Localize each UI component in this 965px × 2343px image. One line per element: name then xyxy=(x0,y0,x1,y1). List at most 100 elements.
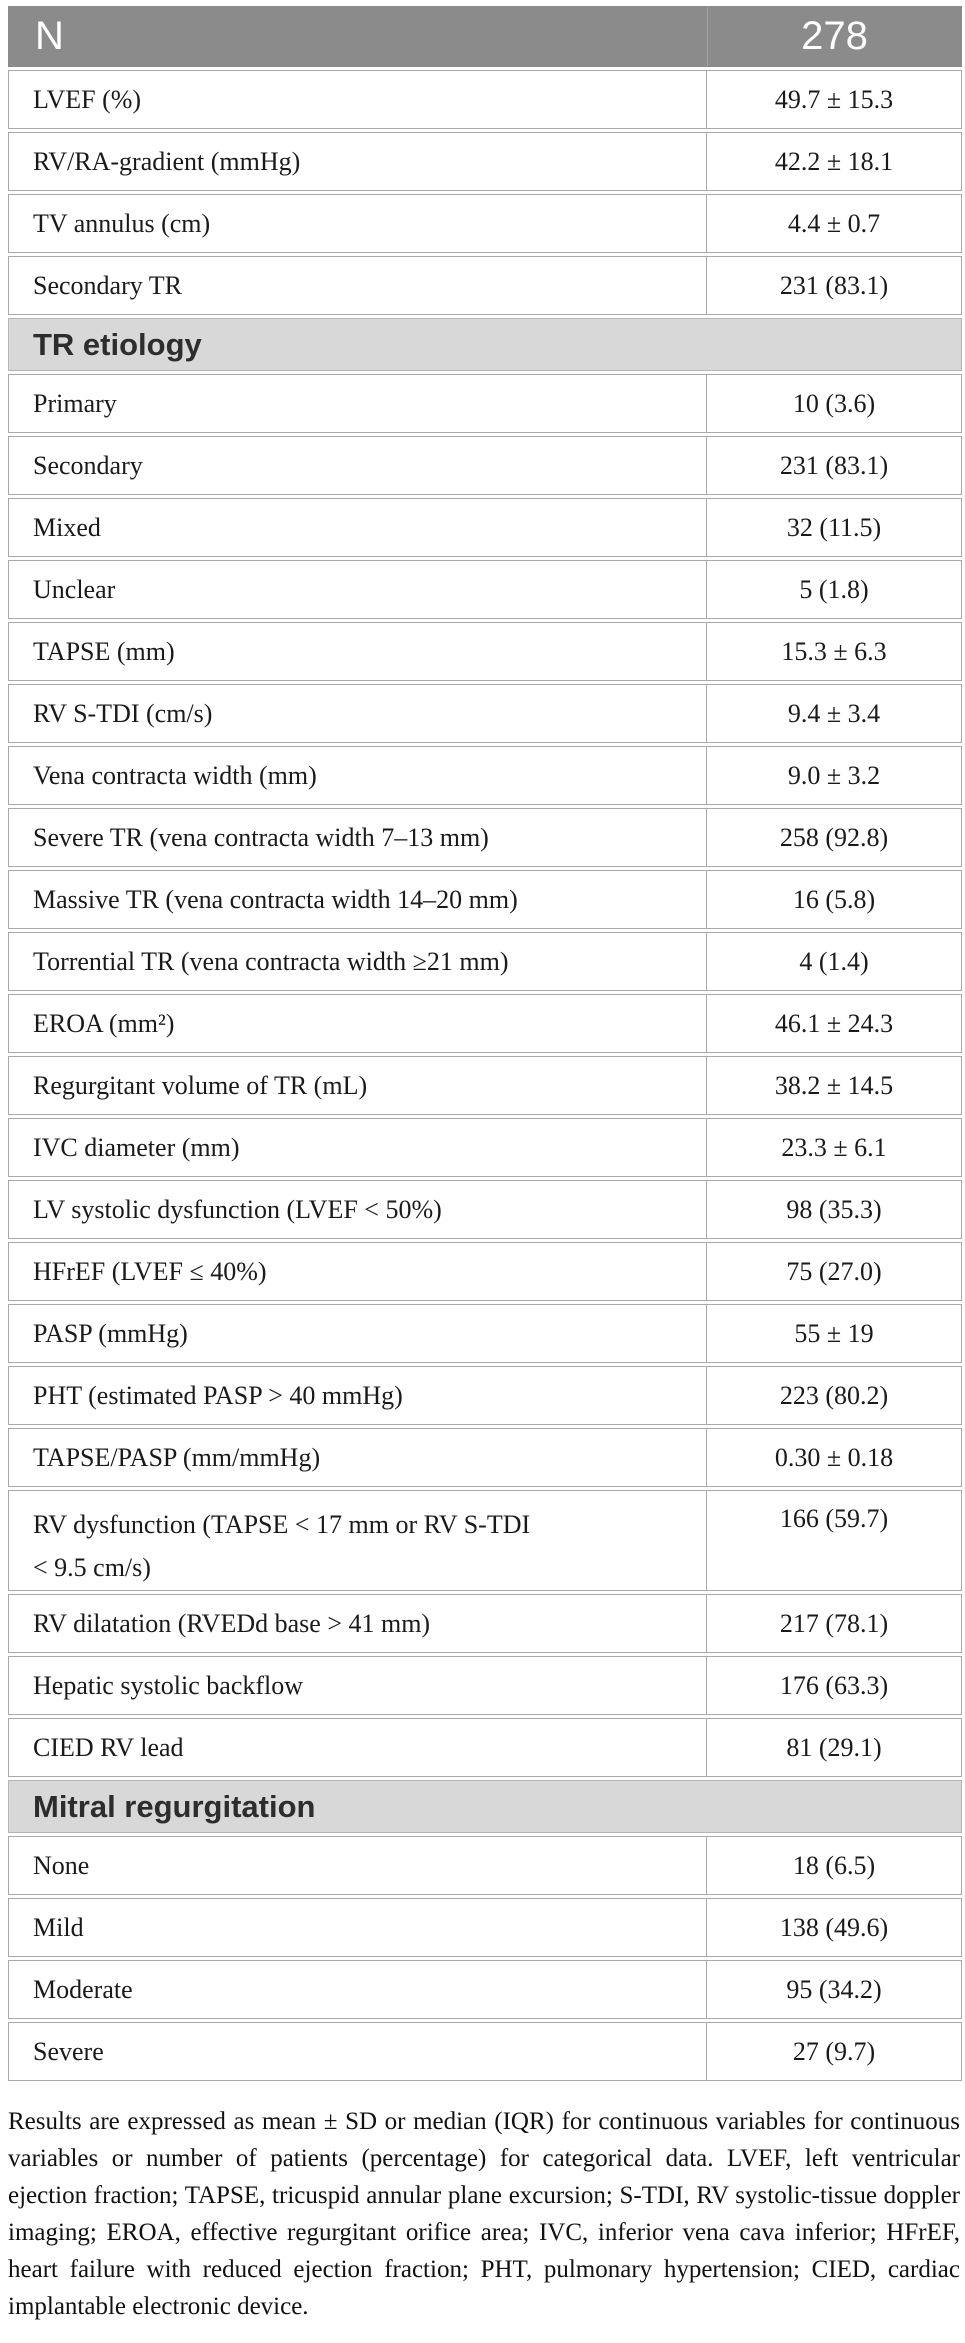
row-value: 75 (27.0) xyxy=(786,1256,882,1286)
row-label-cell: Secondary TR xyxy=(9,257,706,314)
row-value-cell: 166 (59.7) xyxy=(706,1491,961,1590)
row-label: Mild xyxy=(33,1912,84,1942)
row-value-cell: 9.0 ± 3.2 xyxy=(706,747,961,804)
table-row: Primary 10 (3.6) xyxy=(8,374,962,433)
row-label-cell: Moderate xyxy=(9,1961,706,2018)
section-label: TR etiology xyxy=(33,326,202,362)
table-row: None 18 (6.5) xyxy=(8,1836,962,1895)
row-label: Primary xyxy=(33,388,117,418)
row-label-cell: Mixed xyxy=(9,499,706,556)
table-row: EROA (mm²) 46.1 ± 24.3 xyxy=(8,994,962,1053)
row-label-cell: Torrential TR (vena contracta width ≥21 … xyxy=(9,933,706,990)
table-row: Severe 27 (9.7) xyxy=(8,2022,962,2081)
row-label: Massive TR (vena contracta width 14–20 m… xyxy=(33,884,518,914)
row-value-cell: 95 (34.2) xyxy=(706,1961,961,2018)
row-label: TAPSE/PASP (mm/mmHg) xyxy=(33,1442,321,1472)
row-value-cell: 231 (83.1) xyxy=(706,437,961,494)
row-value: 176 (63.3) xyxy=(779,1670,889,1700)
row-label: Regurgitant volume of TR (mL) xyxy=(33,1070,368,1100)
row-value: 10 (3.6) xyxy=(792,388,876,418)
table-row: LV systolic dysfunction (LVEF < 50%) 98 (… xyxy=(8,1180,962,1239)
row-label-cell: RV dysfunction (TAPSE < 17 mm or RV S-TD… xyxy=(9,1491,706,1590)
table-row: CIED RV lead 81 (29.1) xyxy=(8,1718,962,1777)
section-label: Mitral regurgitation xyxy=(33,1788,316,1824)
row-label-cell: Severe TR (vena contracta width 7–13 mm) xyxy=(9,809,706,866)
row-value: 42.2 ± 18.1 xyxy=(774,146,894,176)
row-value-cell: 18 (6.5) xyxy=(706,1837,961,1894)
row-label: Moderate xyxy=(33,1974,133,2004)
row-value: 27 (9.7) xyxy=(792,2036,876,2066)
row-value: 16 (5.8) xyxy=(792,884,876,914)
row-value-cell: 217 (78.1) xyxy=(706,1595,961,1652)
table-row: TAPSE/PASP (mm/mmHg) 0.30 ± 0.18 xyxy=(8,1428,962,1487)
row-label: CIED RV lead xyxy=(33,1732,184,1762)
row-label-cell: RV dilatation (RVEDd base > 41 mm) xyxy=(9,1595,706,1652)
row-label: LV systolic dysfunction (LVEF < 50%) xyxy=(33,1194,442,1224)
row-value-cell: 42.2 ± 18.1 xyxy=(706,133,961,190)
table-row: PHT (estimated PASP > 40 mmHg) 223 (80.2) xyxy=(8,1366,962,1425)
row-value-cell: 27 (9.7) xyxy=(706,2023,961,2080)
table-row: Mixed 32 (11.5) xyxy=(8,498,962,557)
row-label: Severe xyxy=(33,2036,104,2066)
row-value: 23.3 ± 6.1 xyxy=(781,1132,887,1162)
row-label: IVC diameter (mm) xyxy=(33,1132,240,1162)
row-label-cell: Mild xyxy=(9,1899,706,1956)
row-value: 5 (1.8) xyxy=(799,574,869,604)
table-row: Unclear 5 (1.8) xyxy=(8,560,962,619)
row-value: 38.2 ± 14.5 xyxy=(774,1070,894,1100)
table-row: HFrEF (LVEF ≤ 40%) 75 (27.0) xyxy=(8,1242,962,1301)
table-row: Regurgitant volume of TR (mL) 38.2 ± 14.5 xyxy=(8,1056,962,1115)
row-label: Torrential TR (vena contracta width ≥21 … xyxy=(33,946,509,976)
row-value: 258 (92.8) xyxy=(779,822,889,852)
row-label-cell: PASP (mmHg) xyxy=(9,1305,706,1362)
table-row: TV annulus (cm) 4.4 ± 0.7 xyxy=(8,194,962,253)
row-label: RV dilatation (RVEDd base > 41 mm) xyxy=(33,1608,431,1638)
row-value-cell: 9.4 ± 3.4 xyxy=(706,685,961,742)
row-value-cell: 75 (27.0) xyxy=(706,1243,961,1300)
header-value: 278 xyxy=(801,14,868,58)
row-label-cell: IVC diameter (mm) xyxy=(9,1119,706,1176)
row-value: 95 (34.2) xyxy=(786,1974,882,2004)
row-value-cell: 10 (3.6) xyxy=(706,375,961,432)
row-value-cell: 176 (63.3) xyxy=(706,1657,961,1714)
row-value-cell: 38.2 ± 14.5 xyxy=(706,1057,961,1114)
row-value-cell: 4.4 ± 0.7 xyxy=(706,195,961,252)
row-value-cell: 4 (1.4) xyxy=(706,933,961,990)
row-value-cell: 55 ± 19 xyxy=(706,1305,961,1362)
row-value: 4 (1.4) xyxy=(799,946,869,976)
row-label: Secondary xyxy=(33,450,143,480)
table-section-header: TR etiology xyxy=(8,318,962,371)
row-value-cell: 49.7 ± 15.3 xyxy=(706,71,961,128)
row-value: 4.4 ± 0.7 xyxy=(787,208,881,238)
row-label: Vena contracta width (mm) xyxy=(33,760,317,790)
characteristics-table: N 278 LVEF (%) 49.7 ± 15.3 RV/RA-gradient … xyxy=(8,6,962,2081)
row-label: PASP (mmHg) xyxy=(33,1318,188,1348)
row-label-cell: Severe xyxy=(9,2023,706,2080)
row-label-cell: None xyxy=(9,1837,706,1894)
row-label: TV annulus (cm) xyxy=(33,208,211,238)
table-row: Severe TR (vena contracta width 7–13 mm)… xyxy=(8,808,962,867)
row-label-cell: Vena contracta width (mm) xyxy=(9,747,706,804)
row-label: Unclear xyxy=(33,574,116,604)
row-value-cell: 81 (29.1) xyxy=(706,1719,961,1776)
row-label-cell: HFrEF (LVEF ≤ 40%) xyxy=(9,1243,706,1300)
table-row: RV S-TDI (cm/s) 9.4 ± 3.4 xyxy=(8,684,962,743)
row-label: RV dysfunction (TAPSE < 17 mm or RV S-TD… xyxy=(33,1510,531,1582)
row-label: RV/RA-gradient (mmHg) xyxy=(33,146,301,176)
table-row: RV dysfunction (TAPSE < 17 mm or RV S-TD… xyxy=(8,1490,962,1591)
row-value-cell: 138 (49.6) xyxy=(706,1899,961,1956)
row-value: 138 (49.6) xyxy=(779,1912,889,1942)
row-value-cell: 32 (11.5) xyxy=(706,499,961,556)
table-row: LVEF (%) 49.7 ± 15.3 xyxy=(8,70,962,129)
row-value-cell: 98 (35.3) xyxy=(706,1181,961,1238)
table-row: RV/RA-gradient (mmHg) 42.2 ± 18.1 xyxy=(8,132,962,191)
row-value: 231 (83.1) xyxy=(779,270,889,300)
row-value-cell: 15.3 ± 6.3 xyxy=(706,623,961,680)
table-row: TAPSE (mm) 15.3 ± 6.3 xyxy=(8,622,962,681)
table-row: Hepatic systolic backflow 176 (63.3) xyxy=(8,1656,962,1715)
row-value: 18 (6.5) xyxy=(792,1850,876,1880)
table-row: PASP (mmHg) 55 ± 19 xyxy=(8,1304,962,1363)
table-row: Torrential TR (vena contracta width ≥21 … xyxy=(8,932,962,991)
row-value: 32 (11.5) xyxy=(786,512,882,542)
row-label: PHT (estimated PASP > 40 mmHg) xyxy=(33,1380,403,1410)
